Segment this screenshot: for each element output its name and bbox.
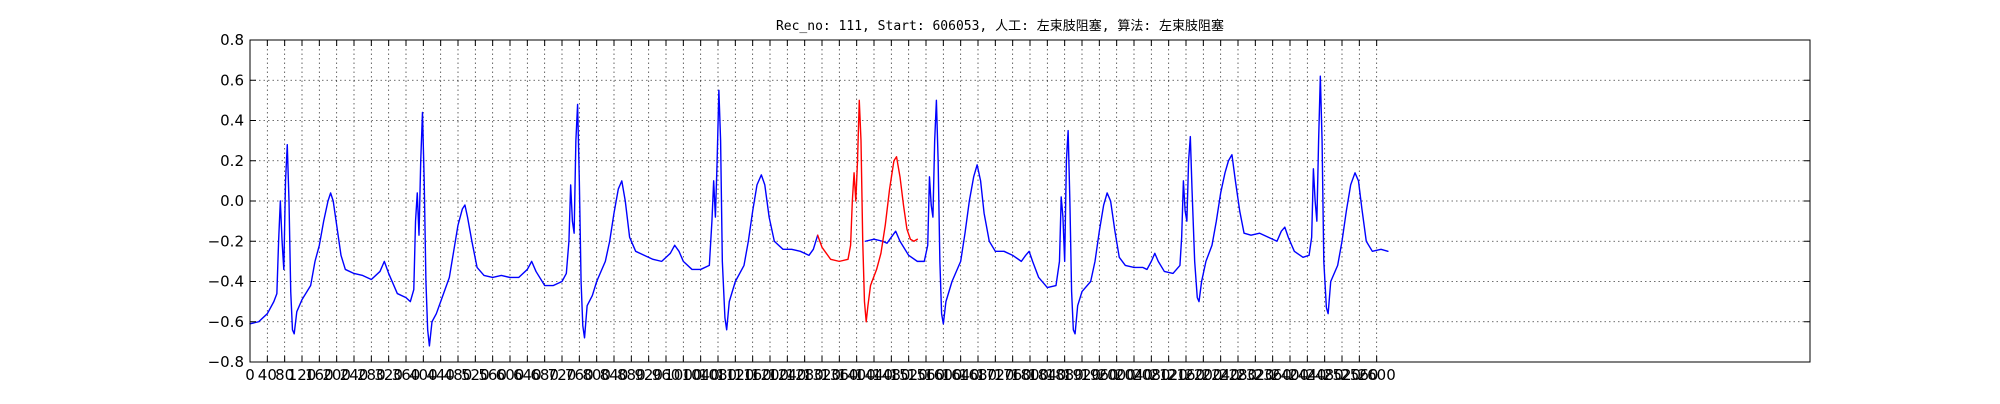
y-tick-label: −0.4 [208,273,244,291]
x-tick-label: 880 [617,366,646,384]
x-tick-label: 160 [305,366,334,384]
x-tick-label: 960 [652,366,681,384]
y-axis: 0.8 0.6 0.4 0.2 0.0 −0.2 −0.4 −0.6 −0.8 [208,31,1810,371]
y-tick-label: 0.2 [220,152,244,170]
ecg-trace-red [816,99,919,323]
grid-layer [250,40,1810,362]
x-tick-label: 1040 [682,366,720,384]
x-tick-label: 1440 [855,366,893,384]
x-tick-label: 1320 [803,366,841,384]
x-tick-label: 2400 [1271,366,1309,384]
ecg-trace-blue [864,75,1389,335]
y-tick-label: −0.2 [208,232,244,250]
x-tick-label: 1280 [786,366,824,384]
x-tick-label: 440 [426,366,455,384]
x-tick-label: 600 [496,366,525,384]
x-tick-label: 1360 [820,366,858,384]
x-tick-label: 400 [409,366,438,384]
x-tick-label: 2360 [1254,366,1292,384]
x-tick-label: 1000 [664,366,702,384]
x-tick-label: 480 [444,366,473,384]
chart-title: Rec_no: 111, Start: 606053, 人工: 左束肢阻塞, 算… [776,18,1224,34]
x-tick-label: 1240 [768,366,806,384]
x-tick-label: 1520 [890,366,928,384]
y-tick-label: 0.4 [220,112,244,130]
x-tick-label: 2320 [1236,366,1274,384]
x-tick-label: 1720 [976,366,1014,384]
x-tick-label: 1880 [1046,366,1084,384]
x-tick-label: 240 [340,366,369,384]
y-tick-label: 0.0 [220,192,244,210]
x-tick-label: 120 [288,366,317,384]
ecg-trace-blue [249,89,819,347]
x-tick-label: 1080 [699,366,737,384]
y-tick-label: 0.6 [220,71,244,89]
x-tick-label: 1640 [942,366,980,384]
x-tick-label: 280 [357,366,386,384]
x-tick-label: 80 [275,366,294,384]
x-tick-label: 2000 [1098,366,1136,384]
x-tick-label: 1120 [716,366,754,384]
x-axis: 0 408012016020024028032036040044048052056… [245,40,1396,384]
x-tick-label: 1560 [907,366,945,384]
x-tick-label: 840 [600,366,629,384]
x-tick-label: 320 [374,366,403,384]
x-tick-label: 2280 [1219,366,1257,384]
x-tick-label: 2560 [1340,366,1378,384]
x-tick-label: 1400 [838,366,876,384]
x-tick-label: 2480 [1306,366,1344,384]
x-tick-label: 1160 [734,366,772,384]
y-tick-label: −0.6 [208,313,244,331]
x-tick-label: 1480 [872,366,910,384]
x-tick-label: 2240 [1202,366,1240,384]
x-tick-label: 2520 [1323,366,1361,384]
x-tick-label: 640 [513,366,542,384]
x-tick-label: 1600 [924,366,962,384]
x-tick-label: 2040 [1115,366,1153,384]
x-tick-label: 200 [322,366,351,384]
x-tick-label: 40 [258,366,277,384]
x-tick-label: 2120 [1150,366,1188,384]
x-tick-label: 1840 [1028,366,1066,384]
x-tick-label: 2200 [1184,366,1222,384]
x-tick-label: 520 [461,366,490,384]
x-tick-label: 360 [392,366,421,384]
x-tick-label: 680 [530,366,559,384]
x-tick-label: 720 [548,366,577,384]
x-tick-label: 2440 [1288,366,1326,384]
x-tick-label: 800 [582,366,611,384]
x-tick-label: 1680 [959,366,997,384]
x-tick-label: 0 [245,366,255,384]
x-tick-label: 1800 [1011,366,1049,384]
x-tick-label: 560 [478,366,507,384]
x-tick-label: 1760 [994,366,1032,384]
x-tick-label: 760 [565,366,594,384]
x-tick-label: 2160 [1167,366,1205,384]
x-tick-label: 2600 [1358,366,1396,384]
series-layer [249,75,1389,347]
x-tick-label: 2080 [1132,366,1170,384]
x-tick-label: 1920 [1063,366,1101,384]
x-tick-label: 920 [634,366,663,384]
y-tick-label: −0.8 [208,353,244,371]
x-tick-label: 1200 [751,366,789,384]
y-tick-label: 0.8 [220,31,244,49]
x-tick-label: 1960 [1080,366,1118,384]
